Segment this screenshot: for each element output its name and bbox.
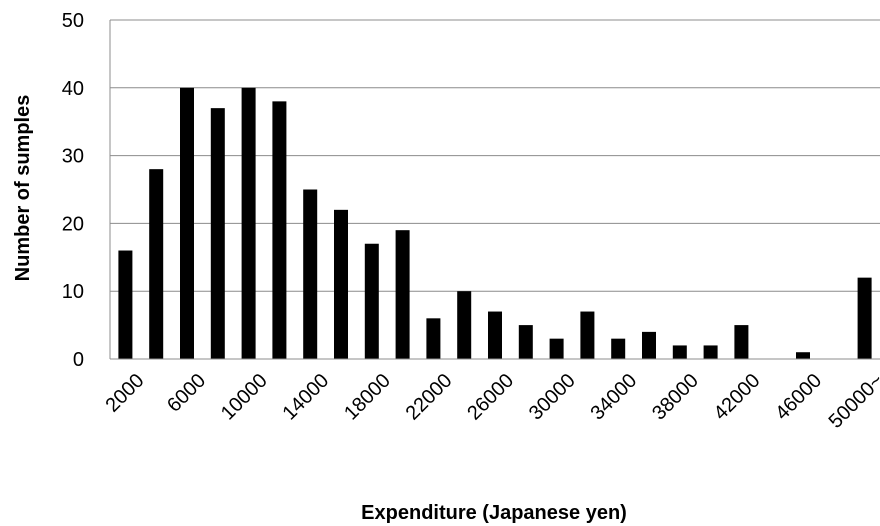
bar <box>210 108 225 359</box>
y-tick-label: 30 <box>62 146 84 168</box>
bar <box>180 87 194 360</box>
bar <box>518 325 533 359</box>
bar <box>457 291 472 359</box>
x-tick-label: 22000 <box>402 370 457 425</box>
bar <box>426 318 441 359</box>
bar <box>118 250 133 359</box>
x-tick-label: 30000 <box>525 370 580 425</box>
x-tick-label: 50000~ <box>825 370 880 433</box>
y-tick-label: 50 <box>62 10 84 32</box>
x-tick-label: 2000 <box>102 370 149 417</box>
x-tick-labels: 2000 6000 10000 14000 18000 22000 26000 30000 34… <box>102 370 880 433</box>
x-tick-label: 6000 <box>163 370 210 417</box>
x-tick-label: 18000 <box>340 370 395 425</box>
x-tick-label: 38000 <box>648 370 703 425</box>
y-tick-labels: 0 10 20 30 40 50 <box>62 10 84 371</box>
y-tick-label: 20 <box>62 213 84 235</box>
bar <box>580 311 595 359</box>
bar <box>672 345 687 359</box>
bar <box>272 101 287 360</box>
y-tick-label: 40 <box>62 78 84 100</box>
bars <box>118 87 872 360</box>
bar <box>611 338 626 359</box>
bar <box>241 87 256 360</box>
bar <box>549 338 564 359</box>
x-tick-label: 10000 <box>217 370 272 425</box>
y-tick-label: 0 <box>73 349 84 371</box>
bar <box>149 169 164 359</box>
bar <box>796 352 810 359</box>
bar <box>303 189 318 359</box>
gridlines <box>110 19 880 292</box>
bar <box>703 345 718 359</box>
bar <box>857 277 872 359</box>
bar <box>364 243 379 359</box>
x-tick-label: 46000 <box>771 370 826 425</box>
x-tick-label: 14000 <box>278 370 333 425</box>
y-axis-title: Number of sumples <box>12 95 34 282</box>
x-tick-label: 26000 <box>463 370 518 425</box>
x-axis-title: Expenditure (Japanese yen) <box>361 502 627 524</box>
bar <box>734 325 749 359</box>
bar <box>334 209 348 359</box>
bar <box>642 331 656 359</box>
x-tick-label: 34000 <box>586 370 641 425</box>
y-tick-label: 10 <box>62 281 84 303</box>
bar <box>488 311 502 359</box>
x-tick-label: 42000 <box>710 370 765 425</box>
bar <box>395 230 410 359</box>
